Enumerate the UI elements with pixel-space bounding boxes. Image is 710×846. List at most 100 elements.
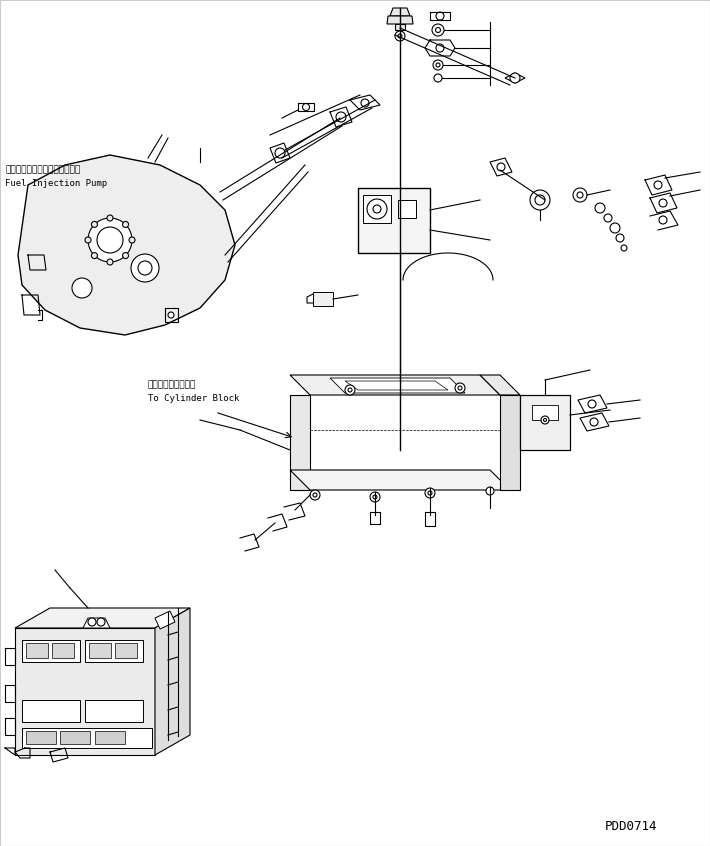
Circle shape bbox=[510, 73, 520, 83]
Bar bbox=[26, 731, 56, 744]
Circle shape bbox=[92, 222, 97, 228]
Circle shape bbox=[577, 192, 583, 198]
Polygon shape bbox=[490, 158, 512, 176]
Circle shape bbox=[313, 493, 317, 497]
Bar bbox=[22, 700, 80, 722]
Bar bbox=[89, 643, 111, 658]
Circle shape bbox=[434, 74, 442, 82]
Bar bbox=[22, 640, 80, 662]
Polygon shape bbox=[345, 381, 448, 390]
Polygon shape bbox=[520, 395, 570, 450]
Polygon shape bbox=[578, 395, 607, 413]
Polygon shape bbox=[505, 73, 525, 83]
Circle shape bbox=[97, 618, 105, 626]
Circle shape bbox=[425, 488, 435, 498]
Polygon shape bbox=[18, 155, 235, 335]
Bar bbox=[60, 731, 90, 744]
Circle shape bbox=[588, 400, 596, 408]
Circle shape bbox=[595, 203, 605, 213]
Circle shape bbox=[367, 199, 387, 219]
Circle shape bbox=[530, 190, 550, 210]
Circle shape bbox=[436, 44, 444, 52]
Polygon shape bbox=[83, 618, 110, 628]
Circle shape bbox=[659, 216, 667, 224]
Text: To Cylinder Block: To Cylinder Block bbox=[148, 393, 239, 403]
Text: Fuel Injection Pump: Fuel Injection Pump bbox=[5, 179, 107, 188]
Text: PDD0714: PDD0714 bbox=[605, 820, 657, 832]
Bar bbox=[395, 24, 405, 30]
Circle shape bbox=[497, 163, 505, 171]
Circle shape bbox=[302, 103, 310, 111]
Polygon shape bbox=[15, 608, 190, 628]
Circle shape bbox=[435, 28, 440, 32]
Circle shape bbox=[348, 388, 352, 392]
Text: シリンタブロックへ: シリンタブロックへ bbox=[148, 381, 197, 389]
Bar bbox=[85, 700, 143, 722]
Circle shape bbox=[370, 492, 380, 502]
Circle shape bbox=[604, 214, 612, 222]
Circle shape bbox=[458, 386, 462, 390]
Polygon shape bbox=[500, 395, 520, 490]
Bar bbox=[363, 195, 391, 223]
Circle shape bbox=[436, 12, 444, 20]
Circle shape bbox=[361, 99, 369, 107]
Circle shape bbox=[107, 259, 113, 265]
Bar bbox=[22, 728, 152, 748]
Circle shape bbox=[654, 181, 662, 189]
Circle shape bbox=[590, 418, 598, 426]
Circle shape bbox=[373, 495, 377, 499]
Circle shape bbox=[610, 223, 620, 233]
Circle shape bbox=[92, 253, 97, 259]
Circle shape bbox=[428, 491, 432, 495]
Polygon shape bbox=[155, 608, 190, 755]
Polygon shape bbox=[387, 16, 413, 24]
Circle shape bbox=[97, 227, 123, 253]
Bar bbox=[398, 200, 416, 218]
Circle shape bbox=[85, 237, 91, 243]
Circle shape bbox=[336, 112, 346, 122]
Circle shape bbox=[123, 253, 129, 259]
Bar bbox=[358, 188, 430, 253]
Circle shape bbox=[616, 234, 624, 242]
Polygon shape bbox=[15, 628, 155, 755]
Circle shape bbox=[659, 199, 667, 207]
Circle shape bbox=[395, 31, 405, 41]
Circle shape bbox=[436, 63, 440, 67]
Circle shape bbox=[123, 222, 129, 228]
Circle shape bbox=[433, 60, 443, 70]
Bar bbox=[95, 731, 125, 744]
Circle shape bbox=[131, 254, 159, 282]
Bar bbox=[85, 640, 143, 662]
Text: フェルインジェクションポンプ: フェルインジェクションポンプ bbox=[5, 166, 80, 174]
Circle shape bbox=[310, 490, 320, 500]
Circle shape bbox=[275, 148, 285, 158]
Polygon shape bbox=[290, 395, 310, 490]
Polygon shape bbox=[155, 611, 175, 629]
Polygon shape bbox=[330, 378, 465, 393]
Bar bbox=[26, 643, 48, 658]
Circle shape bbox=[432, 24, 444, 36]
Bar bbox=[52, 643, 74, 658]
Circle shape bbox=[455, 383, 465, 393]
Circle shape bbox=[138, 261, 152, 275]
Circle shape bbox=[88, 618, 96, 626]
Circle shape bbox=[107, 215, 113, 221]
Circle shape bbox=[486, 487, 494, 495]
Circle shape bbox=[535, 195, 545, 205]
Circle shape bbox=[543, 419, 547, 421]
Circle shape bbox=[88, 218, 132, 262]
Circle shape bbox=[168, 312, 174, 318]
Circle shape bbox=[72, 278, 92, 298]
Circle shape bbox=[573, 188, 587, 202]
Polygon shape bbox=[580, 413, 609, 431]
Bar bbox=[313, 292, 333, 306]
Polygon shape bbox=[290, 470, 510, 490]
Circle shape bbox=[621, 245, 627, 251]
Bar bbox=[532, 405, 558, 420]
Polygon shape bbox=[390, 8, 410, 16]
Circle shape bbox=[541, 416, 549, 424]
Circle shape bbox=[345, 385, 355, 395]
Bar bbox=[115, 643, 137, 658]
Circle shape bbox=[398, 34, 402, 38]
Polygon shape bbox=[480, 375, 520, 395]
